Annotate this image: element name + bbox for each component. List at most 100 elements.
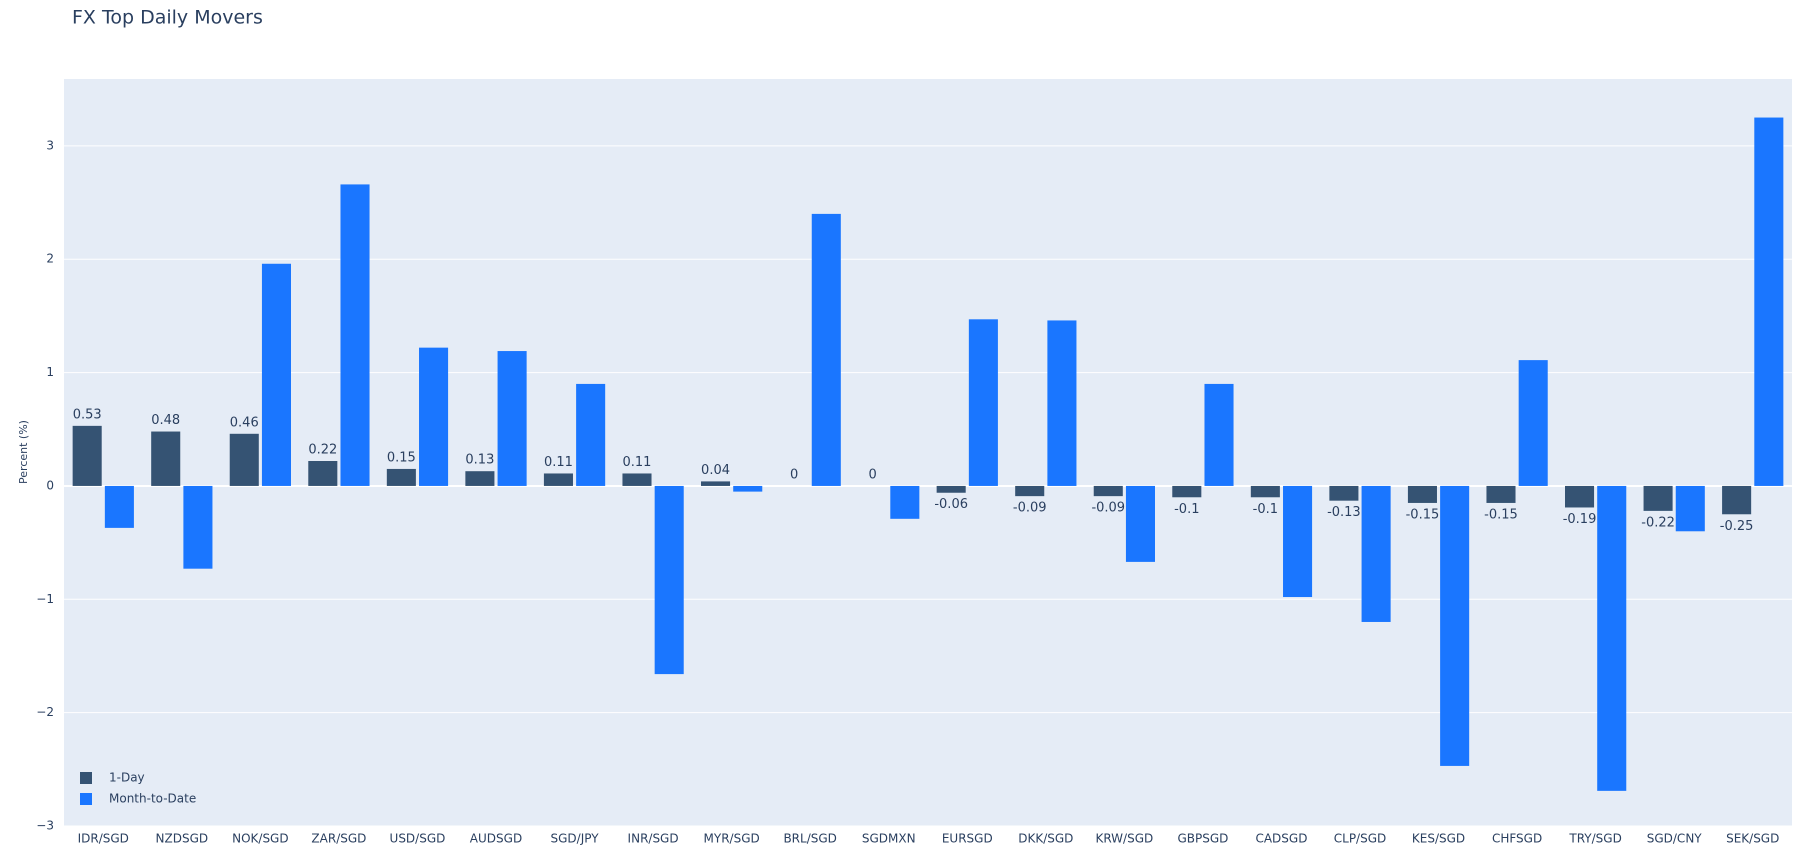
bar bbox=[701, 481, 731, 486]
bar bbox=[1047, 320, 1077, 486]
bar bbox=[1643, 485, 1673, 511]
bar bbox=[104, 485, 134, 528]
data-label: 0.11 bbox=[544, 455, 573, 470]
bar bbox=[811, 213, 841, 486]
data-label: -0.15 bbox=[1484, 507, 1518, 522]
data-label: 0.22 bbox=[308, 443, 337, 458]
bar bbox=[1675, 485, 1705, 532]
bar bbox=[1172, 485, 1202, 498]
y-tick-label: −3 bbox=[36, 819, 54, 833]
legend-label: Month-to-Date bbox=[109, 792, 196, 806]
data-label: -0.15 bbox=[1406, 507, 1440, 522]
data-label: -0.25 bbox=[1720, 519, 1754, 534]
x-tick-label: TRY/SGD bbox=[1568, 832, 1621, 846]
x-tick-label: CHFSGD bbox=[1492, 832, 1542, 846]
bar bbox=[229, 433, 259, 486]
data-label: -0.09 bbox=[1013, 501, 1047, 516]
data-label: 0 bbox=[868, 467, 876, 482]
bar bbox=[576, 383, 606, 486]
bar bbox=[419, 347, 449, 486]
data-label: 0.48 bbox=[151, 413, 180, 428]
x-tick-label: MYR/SGD bbox=[704, 832, 760, 846]
x-tick-label: GBPSGD bbox=[1177, 832, 1228, 846]
x-tick-label: AUDSGD bbox=[470, 832, 522, 846]
bar bbox=[1486, 485, 1516, 503]
x-tick-label: BRL/SGD bbox=[783, 832, 836, 846]
bar bbox=[1015, 485, 1045, 497]
x-tick-label: NOK/SGD bbox=[232, 832, 289, 846]
x-tick-label: KRW/SGD bbox=[1095, 832, 1153, 846]
x-tick-label: CLP/SGD bbox=[1334, 832, 1387, 846]
bar bbox=[1283, 485, 1313, 598]
bar bbox=[386, 468, 416, 486]
x-tick-label: KES/SGD bbox=[1412, 832, 1465, 846]
x-tick-label: SGD/CNY bbox=[1647, 832, 1703, 846]
bar bbox=[733, 485, 763, 492]
data-label: -0.1 bbox=[1174, 502, 1199, 517]
data-label: -0.19 bbox=[1563, 512, 1597, 527]
bar bbox=[1329, 485, 1359, 501]
bar bbox=[183, 485, 213, 569]
legend-label: 1-Day bbox=[109, 771, 145, 785]
bar bbox=[1565, 485, 1595, 508]
y-tick-label: 0 bbox=[46, 478, 54, 492]
bar bbox=[1250, 485, 1280, 498]
x-tick-label: ZAR/SGD bbox=[311, 832, 366, 846]
data-label: 0.15 bbox=[387, 450, 416, 465]
x-tick-label: SGD/JPY bbox=[551, 832, 600, 846]
bar bbox=[654, 485, 684, 675]
bar bbox=[1204, 383, 1234, 486]
data-label: -0.1 bbox=[1253, 502, 1278, 517]
bar bbox=[1518, 360, 1548, 486]
data-label: -0.09 bbox=[1091, 501, 1125, 516]
data-label: 0.11 bbox=[623, 455, 652, 470]
data-label: 0.13 bbox=[465, 453, 494, 468]
legend-swatch bbox=[80, 793, 92, 805]
y-axis-title: Percent (%) bbox=[17, 420, 30, 484]
x-tick-label: USD/SGD bbox=[390, 832, 446, 846]
bar bbox=[1361, 485, 1391, 622]
bar bbox=[308, 461, 338, 486]
y-tick-label: 3 bbox=[46, 138, 54, 152]
bar bbox=[622, 473, 652, 486]
y-tick-label: −2 bbox=[36, 705, 54, 719]
x-tick-label: NZDSGD bbox=[156, 832, 209, 846]
bar bbox=[1597, 485, 1627, 791]
data-label: -0.22 bbox=[1641, 515, 1675, 530]
bar bbox=[340, 184, 370, 486]
y-tick-label: 2 bbox=[46, 252, 54, 266]
data-label: 0 bbox=[790, 467, 798, 482]
bar bbox=[1407, 485, 1437, 503]
data-label: 0.04 bbox=[701, 463, 730, 478]
x-tick-label: SGDMXN bbox=[862, 832, 916, 846]
bar bbox=[543, 473, 573, 486]
x-tick-label: CADSGD bbox=[1255, 832, 1307, 846]
bar bbox=[968, 319, 998, 486]
data-label: -0.13 bbox=[1327, 505, 1361, 520]
bar bbox=[1093, 485, 1123, 497]
bar bbox=[1754, 117, 1784, 486]
x-tick-label: SEK/SGD bbox=[1726, 832, 1779, 846]
bar bbox=[890, 485, 920, 519]
y-tick-label: 1 bbox=[46, 365, 54, 379]
y-tick-label: −1 bbox=[36, 592, 54, 606]
data-label: 0.53 bbox=[73, 407, 102, 422]
data-label: 0.46 bbox=[230, 415, 259, 430]
bar bbox=[465, 471, 495, 486]
x-tick-label: IDR/SGD bbox=[78, 832, 129, 846]
bar bbox=[1440, 485, 1470, 766]
x-tick-label: EURSGD bbox=[942, 832, 993, 846]
bar bbox=[72, 425, 102, 486]
bar bbox=[936, 485, 966, 493]
legend-swatch bbox=[80, 772, 92, 784]
bar bbox=[497, 351, 527, 486]
x-tick-label: DKK/SGD bbox=[1018, 832, 1073, 846]
data-label: -0.06 bbox=[934, 497, 968, 512]
bar bbox=[1722, 485, 1752, 515]
bar bbox=[1125, 485, 1155, 562]
chart-title: FX Top Daily Movers bbox=[72, 7, 263, 29]
bar bbox=[151, 431, 181, 486]
x-tick-label: INR/SGD bbox=[628, 832, 679, 846]
bar bbox=[261, 263, 291, 486]
